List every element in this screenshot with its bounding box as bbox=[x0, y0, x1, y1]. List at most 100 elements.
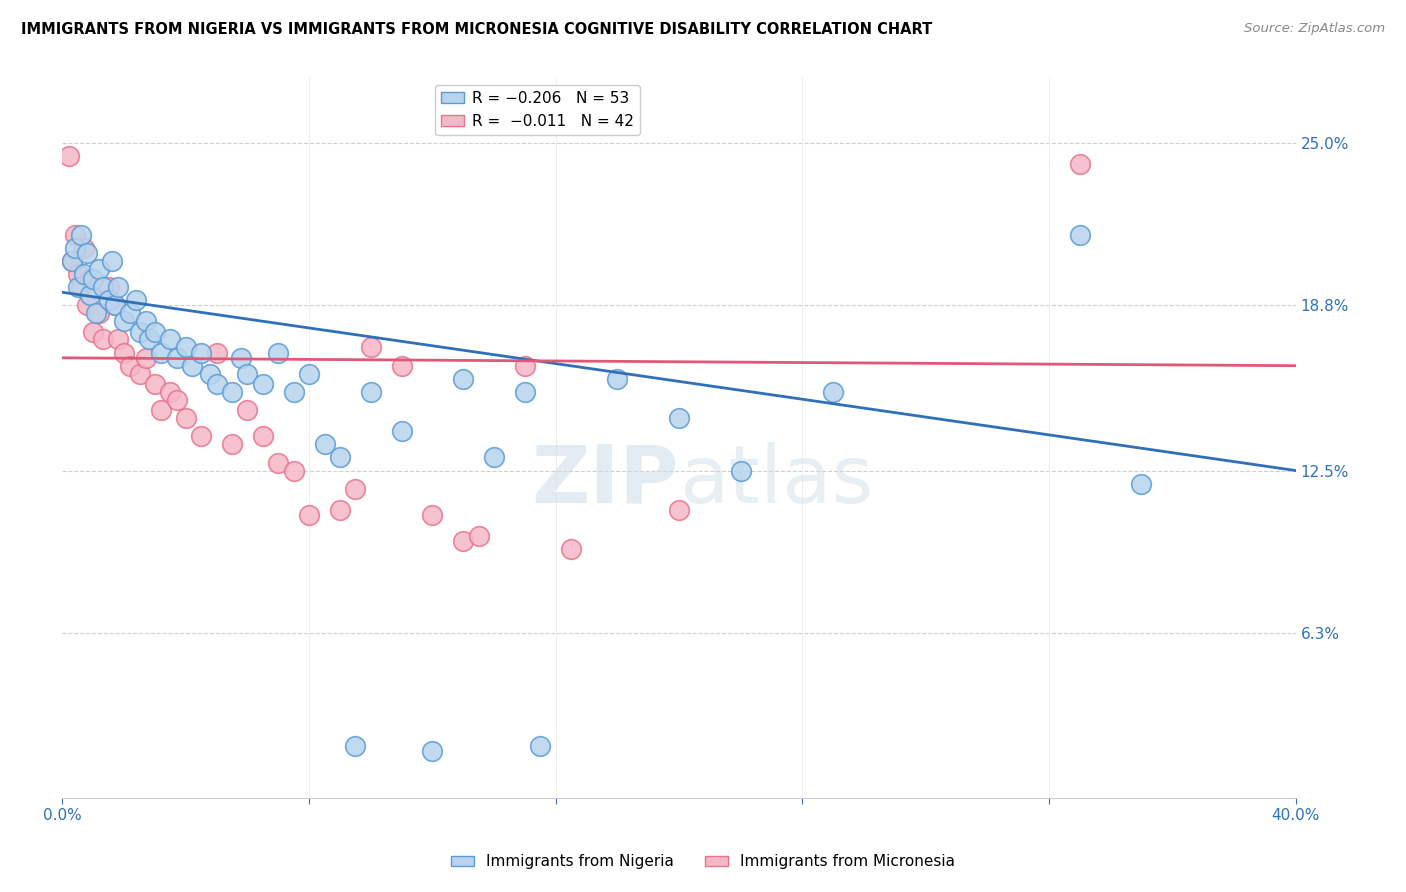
Point bbox=[205, 345, 228, 359]
Point bbox=[120, 359, 142, 373]
Point bbox=[252, 429, 274, 443]
Point bbox=[70, 280, 93, 294]
Point bbox=[112, 345, 135, 359]
Point bbox=[125, 293, 148, 308]
Point bbox=[451, 372, 474, 386]
Point bbox=[89, 306, 111, 320]
Point bbox=[181, 359, 204, 373]
Point bbox=[107, 280, 129, 294]
Point bbox=[236, 403, 259, 417]
Point bbox=[823, 384, 845, 399]
Point bbox=[79, 272, 101, 286]
Legend: R = −0.206   N = 53, R =  −0.011   N = 42: R = −0.206 N = 53, R = −0.011 N = 42 bbox=[434, 85, 640, 135]
Point bbox=[298, 367, 321, 381]
Text: atlas: atlas bbox=[679, 442, 873, 520]
Point bbox=[174, 411, 197, 425]
Point bbox=[467, 529, 489, 543]
Point bbox=[166, 392, 188, 407]
Point bbox=[73, 267, 96, 281]
Point bbox=[97, 293, 120, 308]
Point bbox=[391, 424, 413, 438]
Point bbox=[513, 359, 536, 373]
Point bbox=[221, 437, 243, 451]
Point bbox=[63, 241, 86, 255]
Point bbox=[252, 377, 274, 392]
Point bbox=[1130, 476, 1153, 491]
Point bbox=[482, 450, 505, 465]
Point bbox=[86, 306, 108, 320]
Point bbox=[79, 288, 101, 302]
Point bbox=[1069, 227, 1091, 242]
Point bbox=[73, 241, 96, 255]
Point bbox=[298, 508, 321, 522]
Point bbox=[451, 534, 474, 549]
Point bbox=[344, 482, 367, 496]
Point bbox=[150, 403, 173, 417]
Text: Source: ZipAtlas.com: Source: ZipAtlas.com bbox=[1244, 22, 1385, 36]
Point bbox=[166, 351, 188, 365]
Point bbox=[89, 261, 111, 276]
Point bbox=[128, 325, 150, 339]
Point bbox=[283, 463, 305, 477]
Point bbox=[101, 253, 124, 268]
Point bbox=[58, 149, 80, 163]
Point bbox=[174, 340, 197, 354]
Point bbox=[104, 298, 127, 312]
Legend: Immigrants from Nigeria, Immigrants from Micronesia: Immigrants from Nigeria, Immigrants from… bbox=[446, 848, 960, 875]
Text: IMMIGRANTS FROM NIGERIA VS IMMIGRANTS FROM MICRONESIA COGNITIVE DISABILITY CORRE: IMMIGRANTS FROM NIGERIA VS IMMIGRANTS FR… bbox=[21, 22, 932, 37]
Point bbox=[329, 503, 352, 517]
Point bbox=[560, 542, 582, 557]
Point bbox=[422, 744, 444, 758]
Point bbox=[190, 429, 212, 443]
Point bbox=[200, 367, 222, 381]
Point bbox=[205, 377, 228, 392]
Text: ZIP: ZIP bbox=[531, 442, 679, 520]
Point bbox=[128, 367, 150, 381]
Point bbox=[135, 351, 157, 365]
Point bbox=[70, 227, 93, 242]
Point bbox=[513, 384, 536, 399]
Point bbox=[668, 411, 690, 425]
Point bbox=[606, 372, 628, 386]
Point bbox=[112, 314, 135, 328]
Point bbox=[135, 314, 157, 328]
Point bbox=[66, 267, 89, 281]
Point bbox=[529, 739, 551, 753]
Point bbox=[1069, 157, 1091, 171]
Point bbox=[91, 333, 114, 347]
Point bbox=[360, 384, 382, 399]
Point bbox=[231, 351, 253, 365]
Point bbox=[76, 298, 98, 312]
Point bbox=[391, 359, 413, 373]
Point bbox=[221, 384, 243, 399]
Point bbox=[267, 456, 290, 470]
Point bbox=[63, 227, 86, 242]
Point bbox=[159, 384, 181, 399]
Point bbox=[120, 306, 142, 320]
Point bbox=[730, 463, 752, 477]
Point bbox=[267, 345, 290, 359]
Point bbox=[60, 253, 83, 268]
Point bbox=[66, 280, 89, 294]
Point bbox=[150, 345, 173, 359]
Point bbox=[138, 333, 160, 347]
Point bbox=[82, 272, 104, 286]
Point bbox=[190, 345, 212, 359]
Point bbox=[107, 333, 129, 347]
Point bbox=[60, 253, 83, 268]
Point bbox=[91, 280, 114, 294]
Point bbox=[668, 503, 690, 517]
Point bbox=[360, 340, 382, 354]
Point bbox=[143, 325, 166, 339]
Point bbox=[329, 450, 352, 465]
Point bbox=[236, 367, 259, 381]
Point bbox=[344, 739, 367, 753]
Point bbox=[422, 508, 444, 522]
Point bbox=[283, 384, 305, 399]
Point bbox=[314, 437, 336, 451]
Point bbox=[143, 377, 166, 392]
Point bbox=[97, 280, 120, 294]
Point bbox=[82, 325, 104, 339]
Point bbox=[104, 298, 127, 312]
Point bbox=[159, 333, 181, 347]
